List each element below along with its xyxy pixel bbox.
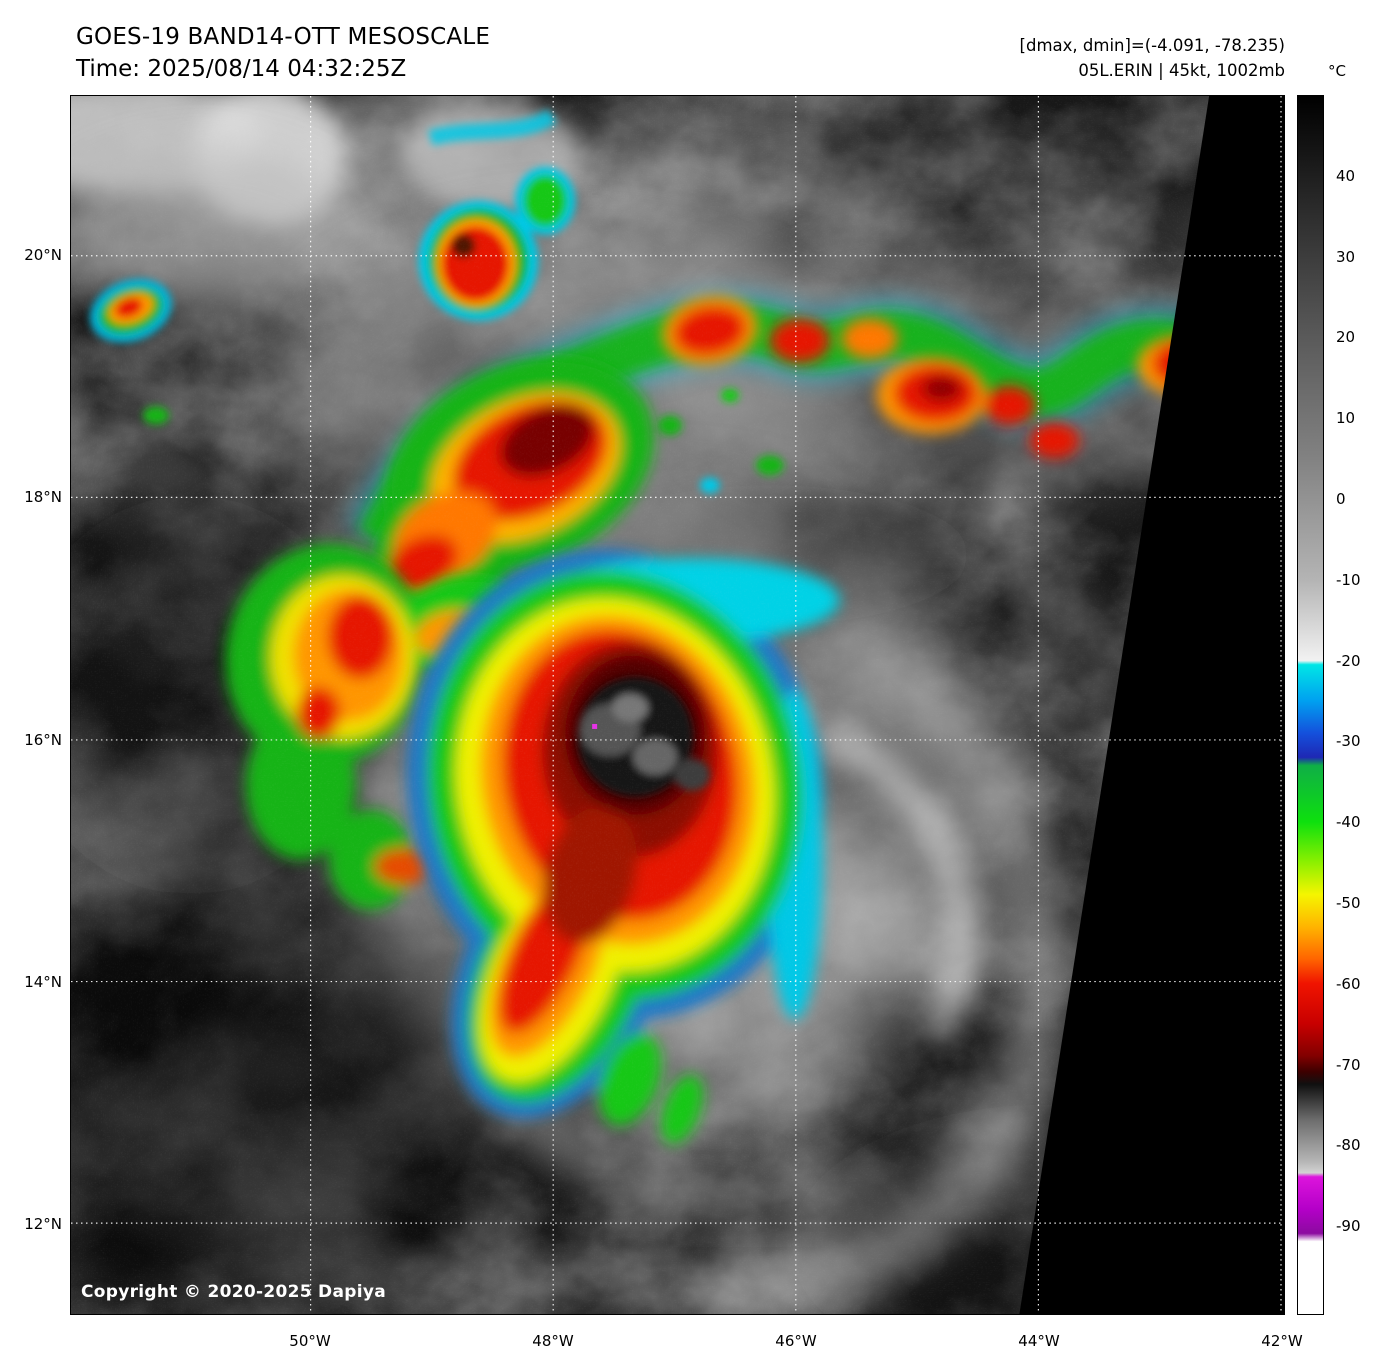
latitude-label: 14°N <box>24 973 62 991</box>
colorbar-tick: 40 <box>1336 166 1356 185</box>
colorbar-tick: 0 <box>1336 489 1346 508</box>
latitude-label: 16°N <box>24 731 62 749</box>
copyright-text: Copyright © 2020-2025 Dapiya <box>81 1282 386 1302</box>
colorbar-unit-label: °C <box>1328 62 1346 80</box>
latitude-label: 18°N <box>24 488 62 506</box>
satellite-image-panel: Copyright © 2020-2025 Dapiya <box>70 95 1285 1315</box>
colorbar-tick: -60 <box>1336 974 1361 993</box>
colorbar-tick: -20 <box>1336 651 1361 670</box>
colorbar-tick: 20 <box>1336 328 1356 347</box>
longitude-label: 48°W <box>532 1332 574 1350</box>
colorbar-tick: -10 <box>1336 570 1361 589</box>
longitude-label: 44°W <box>1018 1332 1060 1350</box>
dmax-dmin-label: [dmax, dmin]=(-4.091, -78.235) <box>1019 36 1285 55</box>
colorbar-tick: -50 <box>1336 893 1361 912</box>
colorbar-tick: -80 <box>1336 1136 1361 1155</box>
longitude-label: 46°W <box>775 1332 817 1350</box>
storm-info-label: 05L.ERIN | 45kt, 1002mb <box>1078 61 1285 80</box>
page-title: GOES-19 BAND14-OTT MESOSCALE <box>76 24 491 50</box>
colorbar-tick: 30 <box>1336 247 1356 266</box>
latitude-label: 12°N <box>24 1215 62 1233</box>
colorbar-tick: -90 <box>1336 1217 1361 1236</box>
colorbar-tick: -40 <box>1336 813 1361 832</box>
longitude-label: 50°W <box>289 1332 331 1350</box>
colorbar-tick: -70 <box>1336 1055 1361 1074</box>
gridlines <box>71 96 1284 1314</box>
no-data-wedge <box>1019 96 1284 1314</box>
colorbar-tick: -30 <box>1336 732 1361 751</box>
longitude-label: 42°W <box>1261 1332 1303 1350</box>
latitude-label: 20°N <box>24 246 62 264</box>
colorbar-tick: 10 <box>1336 409 1356 428</box>
colorbar <box>1297 95 1324 1315</box>
time-label: Time: 2025/08/14 04:32:25Z <box>76 56 407 82</box>
satellite-image <box>71 96 1284 1314</box>
